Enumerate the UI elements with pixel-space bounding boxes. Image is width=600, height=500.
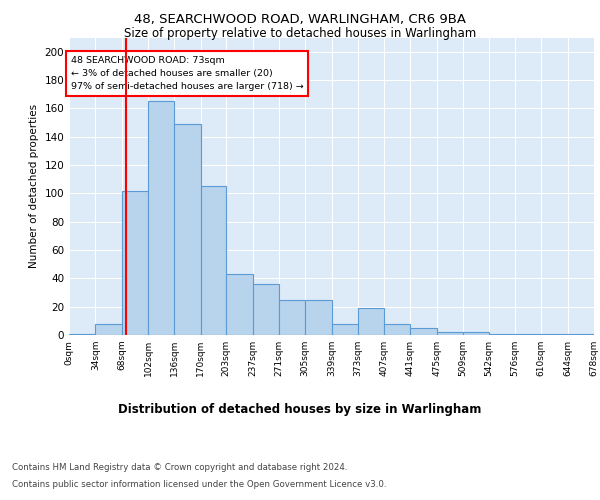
Bar — [226, 274, 253, 335]
Text: 48 SEARCHWOOD ROAD: 73sqm
← 3% of detached houses are smaller (20)
97% of semi-d: 48 SEARCHWOOD ROAD: 73sqm ← 3% of detach… — [71, 56, 303, 92]
Bar — [437, 332, 463, 335]
Bar — [200, 186, 226, 335]
Bar — [253, 284, 279, 335]
Bar — [175, 124, 200, 335]
Bar — [488, 334, 515, 335]
Bar — [358, 308, 384, 335]
Bar — [95, 324, 122, 335]
Bar — [463, 332, 488, 335]
Text: Distribution of detached houses by size in Warlingham: Distribution of detached houses by size … — [118, 402, 482, 415]
Text: Contains HM Land Registry data © Crown copyright and database right 2024.: Contains HM Land Registry data © Crown c… — [12, 462, 347, 471]
Bar — [122, 190, 148, 335]
Bar — [69, 334, 95, 335]
Y-axis label: Number of detached properties: Number of detached properties — [29, 104, 39, 268]
Bar — [148, 101, 175, 335]
Bar — [541, 334, 568, 335]
Bar — [331, 324, 358, 335]
Bar — [568, 334, 594, 335]
Text: Size of property relative to detached houses in Warlingham: Size of property relative to detached ho… — [124, 28, 476, 40]
Text: Contains public sector information licensed under the Open Government Licence v3: Contains public sector information licen… — [12, 480, 386, 489]
Bar — [279, 300, 305, 335]
Text: 48, SEARCHWOOD ROAD, WARLINGHAM, CR6 9BA: 48, SEARCHWOOD ROAD, WARLINGHAM, CR6 9BA — [134, 12, 466, 26]
Bar — [515, 334, 541, 335]
Bar — [410, 328, 437, 335]
Bar — [384, 324, 410, 335]
Bar — [305, 300, 331, 335]
